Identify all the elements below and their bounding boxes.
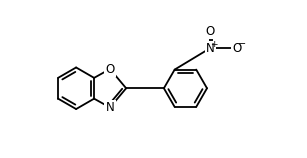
Text: N: N	[206, 42, 215, 55]
Text: −: −	[238, 39, 247, 49]
Text: O: O	[105, 63, 115, 76]
Text: N: N	[106, 101, 114, 114]
Text: +: +	[211, 40, 218, 49]
Text: O: O	[205, 25, 215, 38]
Text: O: O	[232, 42, 242, 55]
